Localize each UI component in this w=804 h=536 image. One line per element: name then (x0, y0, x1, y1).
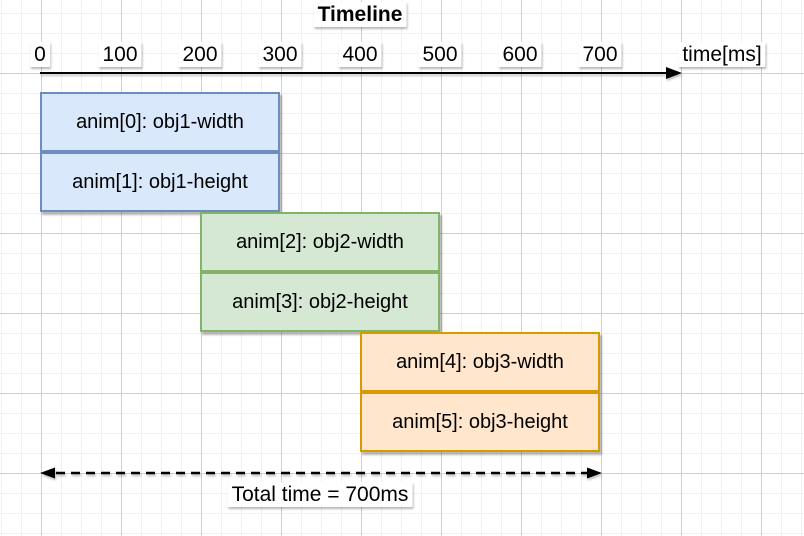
axis-tick-label: 700 (578, 42, 622, 67)
bar-label: anim[1]: obj1-height (72, 170, 248, 193)
bar-label: anim[5]: obj3-height (392, 410, 568, 433)
timeline-bar: anim[0]: obj1-width (40, 92, 280, 152)
axis-tick-label: 200 (178, 42, 222, 67)
bar-label: anim[3]: obj2-height (232, 290, 408, 313)
axis-tick-label: 600 (498, 42, 542, 67)
timeline-bar: anim[2]: obj2-width (200, 212, 440, 272)
axis-tick-label: 400 (338, 42, 382, 67)
timeline-bar: anim[4]: obj3-width (360, 332, 600, 392)
axis-arrowhead-right-icon (666, 67, 682, 79)
total-arrowhead-right-icon (587, 467, 602, 479)
total-arrowhead-left-icon (40, 467, 55, 479)
timeline-bar: anim[1]: obj1-height (40, 152, 280, 212)
time-axis-line (40, 67, 682, 79)
total-time-arrow (40, 467, 602, 479)
axis-tick-label: 300 (258, 42, 302, 67)
total-time-label: Total time = 700ms (227, 482, 413, 507)
timeline-bar: anim[5]: obj3-height (360, 392, 600, 452)
time-axis-unit-label: time[ms] (678, 42, 766, 67)
axis-tick-label: 500 (418, 42, 462, 67)
bar-label: anim[2]: obj2-width (236, 230, 404, 253)
axis-tick-label: 0 (30, 42, 50, 67)
bar-label: anim[4]: obj3-width (396, 350, 564, 373)
bar-label: anim[0]: obj1-width (76, 110, 244, 133)
axis-tick-label: 100 (98, 42, 142, 67)
timeline-bar: anim[3]: obj2-height (200, 272, 440, 332)
diagram-title: Timeline (313, 2, 407, 27)
